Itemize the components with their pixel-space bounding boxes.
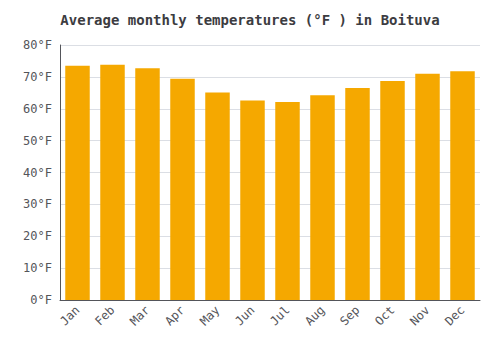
svg-text:Oct: Oct	[372, 303, 397, 328]
svg-text:Sep: Sep	[337, 303, 362, 328]
svg-text:10°F: 10°F	[23, 261, 52, 275]
svg-text:Feb: Feb	[92, 303, 117, 328]
svg-text:Apr: Apr	[162, 303, 187, 328]
svg-text:Mar: Mar	[127, 303, 152, 328]
svg-text:40°F: 40°F	[23, 166, 52, 180]
svg-text:Jul: Jul	[267, 303, 292, 328]
svg-text:80°F: 80°F	[23, 38, 52, 52]
svg-text:60°F: 60°F	[23, 102, 52, 116]
svg-text:Nov: Nov	[407, 303, 432, 328]
svg-text:50°F: 50°F	[23, 134, 52, 148]
svg-text:30°F: 30°F	[23, 197, 52, 211]
svg-text:Jun: Jun	[232, 303, 257, 328]
svg-text:70°F: 70°F	[23, 70, 52, 84]
svg-text:0°F: 0°F	[30, 293, 52, 307]
svg-text:20°F: 20°F	[23, 229, 52, 243]
svg-text:Jan: Jan	[57, 303, 82, 328]
svg-text:May: May	[197, 303, 222, 328]
svg-text:Aug: Aug	[302, 303, 327, 328]
svg-text:Average monthly temperatures (: Average monthly temperatures (°F ) in Bo…	[60, 12, 439, 28]
svg-text:Dec: Dec	[442, 303, 467, 328]
